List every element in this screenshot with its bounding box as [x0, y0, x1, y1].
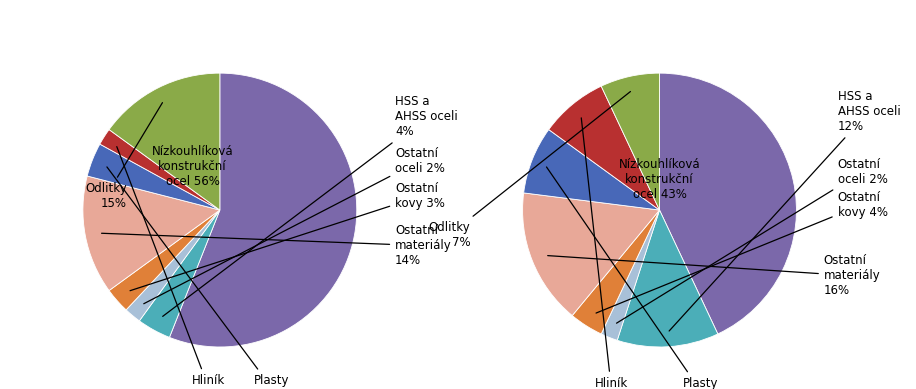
Text: Ostatní
oceli 2%: Ostatní oceli 2%	[616, 158, 888, 323]
Wedge shape	[523, 193, 660, 315]
Text: Nízkouhlíková
konstrukční
ocel 56%: Nízkouhlíková konstrukční ocel 56%	[152, 145, 234, 188]
Text: Ostatní
kovy 4%: Ostatní kovy 4%	[596, 191, 888, 313]
Text: Ostatní
materiály
14%: Ostatní materiály 14%	[102, 224, 452, 267]
Wedge shape	[601, 73, 660, 210]
Wedge shape	[549, 86, 660, 210]
Text: HSS a
AHSS oceli
12%: HSS a AHSS oceli 12%	[669, 90, 900, 331]
Text: Nízkouhlíková
konstrukční
ocel 43%: Nízkouhlíková konstrukční ocel 43%	[618, 158, 701, 202]
Wedge shape	[660, 73, 796, 334]
Wedge shape	[87, 144, 220, 210]
Wedge shape	[109, 210, 220, 310]
Text: Hliník
2%: Hliník 2%	[116, 147, 225, 389]
Wedge shape	[601, 210, 660, 340]
Wedge shape	[169, 73, 356, 347]
Text: Ostatní
oceli 2%: Ostatní oceli 2%	[144, 147, 445, 304]
Wedge shape	[617, 210, 718, 347]
Text: Plasty
8%: Plasty 8%	[547, 167, 718, 389]
Text: Ostatní
kovy 3%: Ostatní kovy 3%	[130, 182, 445, 291]
Wedge shape	[83, 176, 220, 291]
Wedge shape	[126, 210, 220, 321]
Wedge shape	[109, 73, 220, 210]
Wedge shape	[572, 210, 660, 334]
Text: Odlitky
7%: Odlitky 7%	[429, 91, 630, 249]
Wedge shape	[524, 130, 660, 210]
Wedge shape	[100, 130, 220, 210]
Text: Odlitky
15%: Odlitky 15%	[85, 103, 162, 210]
Text: HSS a
AHSS oceli
4%: HSS a AHSS oceli 4%	[163, 95, 458, 316]
Text: Plasty
4%: Plasty 4%	[107, 167, 289, 389]
Wedge shape	[139, 210, 220, 337]
Text: Ostatní
materiály
16%: Ostatní materiály 16%	[548, 254, 880, 297]
Text: Hliník
8%: Hliník 8%	[582, 118, 628, 389]
